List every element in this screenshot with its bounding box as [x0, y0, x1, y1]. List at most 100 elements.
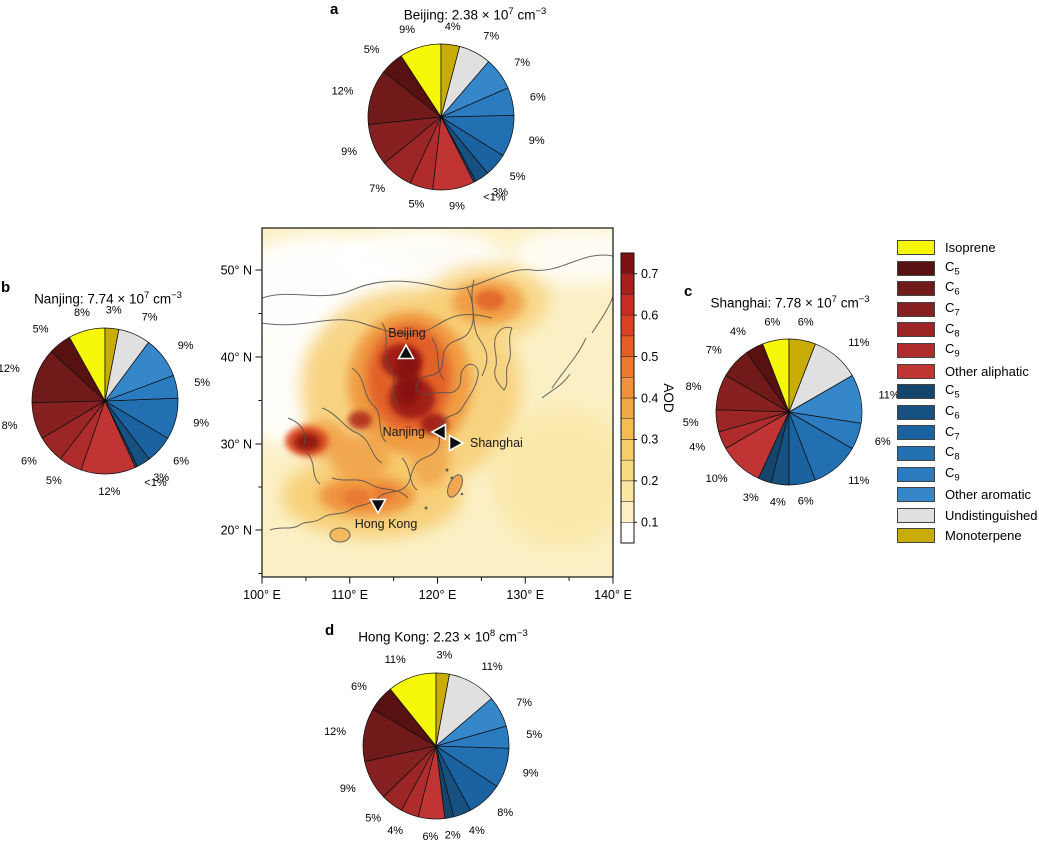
- pie-percent-label: 6%: [798, 496, 814, 508]
- map-axes: 100° E 110° E 120° E 130° E 140° E 20° N 30° N…: [221, 227, 632, 602]
- pie-percent-label: 9%: [341, 146, 357, 158]
- panel-label-c: c: [684, 283, 693, 300]
- y-tick-label: 50° N: [221, 263, 252, 277]
- legend-label: C6: [945, 402, 960, 422]
- pie-slice-monoterpene: [104, 327, 120, 402]
- panel-label-b: b: [1, 279, 11, 296]
- pie-percent-label: 5%: [33, 324, 49, 336]
- colorbar-tick-label: 0.5: [641, 350, 658, 364]
- pie-percent-label: 5%: [364, 44, 380, 56]
- city-label: Hong Kong: [355, 517, 418, 531]
- legend-label: C5: [945, 258, 960, 278]
- legend-swatch: [897, 384, 935, 400]
- legend-swatch: [897, 404, 935, 420]
- city-marker-beijing: [397, 343, 415, 360]
- legend-item: C9: [897, 341, 1038, 360]
- legend-swatch: [897, 260, 935, 276]
- legend-label: C6: [945, 279, 960, 298]
- pie-chart-nanjing: 8%5%12%8%6%5%12%<1%3%6%9%5%9%7%3%: [0, 304, 210, 498]
- pie-percent-label: 6%: [173, 455, 189, 467]
- city-label: Beijing: [388, 326, 426, 340]
- colorbar-segment: [620, 459, 635, 482]
- legend-item: C8: [897, 320, 1038, 340]
- legend-item: Isoprene: [897, 240, 1038, 255]
- legend-label: Other aliphatic: [945, 363, 1029, 379]
- colorbar-segment: [620, 314, 635, 337]
- legend-label: Isoprene: [945, 240, 996, 255]
- pie-percent-label: <1%: [483, 192, 506, 204]
- pie-percent-label: 5%: [46, 475, 62, 487]
- legend-swatch: [897, 281, 935, 297]
- pie-percent-label: 6%: [21, 455, 37, 467]
- legend-label: C7: [945, 423, 960, 443]
- colorbar-segment: [620, 377, 635, 399]
- pie-percent-label: 5%: [408, 199, 424, 211]
- legend-item: C7: [897, 300, 1038, 319]
- legend-item: C6: [897, 402, 1038, 422]
- colorbar-segment: [620, 397, 635, 419]
- map-aod-field: [262, 228, 613, 577]
- colorbar-tick-label: 0.7: [641, 267, 658, 281]
- map-city-markers: Beijing Nanjing Shanghai Hong Kong: [355, 326, 523, 531]
- pie-percent-label: 8%: [2, 420, 18, 432]
- pie-percent-label: 4%: [469, 825, 485, 837]
- colorbar-segment: [620, 501, 635, 523]
- pie-percent-label: 3%: [743, 492, 759, 504]
- city-label: Nanjing: [383, 425, 425, 439]
- legend-item: Undistinguished: [897, 507, 1038, 523]
- pie-percent-label: 3%: [106, 304, 122, 316]
- colorbar-segment: [620, 252, 635, 274]
- panel-label-d: d: [325, 622, 335, 639]
- legend-label: C9: [945, 341, 960, 360]
- pie-percent-label: 6%: [875, 436, 891, 448]
- colorbar-tick-label: 0.1: [641, 516, 658, 530]
- y-tick-label: 20° N: [221, 523, 252, 537]
- legend-swatch: [897, 342, 935, 358]
- pie-title-shanghai: Shanghai: 7.78 × 107 cm−3: [710, 294, 870, 311]
- pie-percent-label: 5%: [510, 171, 526, 183]
- legend-label: Other aromatic: [945, 487, 1031, 503]
- pie-percent-label: 5%: [365, 813, 381, 825]
- colorbar-segment: [620, 418, 635, 440]
- y-tick-label: 40° N: [221, 350, 252, 364]
- pie-percent-label: 9%: [178, 340, 194, 352]
- y-tick-label: 30° N: [221, 437, 252, 451]
- pie-percent-label: 9%: [340, 783, 356, 795]
- pie-percent-label: <1%: [144, 477, 167, 489]
- pie-slice-monoterpene: [440, 43, 461, 118]
- colorbar-segment: [620, 273, 635, 295]
- x-tick-label: 140° E: [594, 588, 632, 602]
- pie-chart-shanghai: 6% 4% 7% 8% 5% 4% 10% 3% 4% 6% 11% 6% 11% 11% 6%: [683, 317, 900, 509]
- panel-label-a: a: [330, 1, 339, 18]
- legend-swatch: [897, 507, 935, 523]
- pie-percent-label: 9%: [523, 768, 539, 780]
- pie-percent-label: 8%: [686, 381, 702, 393]
- pie-percent-label: 9%: [193, 417, 209, 429]
- legend-swatch: [897, 322, 935, 338]
- aod-map: 100° E 110° E 120° E 130° E 140° E 20° N 30° N…: [221, 227, 676, 602]
- aod-colorbar: 0.1 0.2 0.3 0.4 0.5 0.6 0.7 AOD: [620, 252, 676, 544]
- pie-percent-label: 6%: [764, 317, 780, 329]
- pie-percent-label: 2%: [445, 830, 461, 842]
- colorbar-segment: [620, 439, 635, 461]
- legend-label: C8: [945, 320, 960, 340]
- legend-label: C9: [945, 464, 960, 484]
- pie-percent-label: 11%: [385, 654, 406, 666]
- x-tick-label: 130° E: [506, 588, 544, 602]
- legend-item: Other aliphatic: [897, 363, 1038, 379]
- pie-percent-label: 9%: [449, 201, 465, 213]
- pie-percent-label: 5%: [683, 417, 699, 429]
- legend-item: C6: [897, 279, 1038, 298]
- pie-slice-monoterpene: [788, 338, 816, 413]
- pie-percent-label: 12%: [98, 486, 120, 498]
- pie-percent-label: 6%: [530, 91, 546, 103]
- legend-label: Monoterpene: [945, 528, 1022, 544]
- pie-chart-hongkong: 11%6%12%9%5%4% 6% 2% 4%8%9%5%7%11%3%: [324, 649, 542, 842]
- pie-percent-label: 5%: [526, 729, 542, 741]
- legend-item: C9: [897, 464, 1038, 484]
- pie-percent-label: 7%: [514, 57, 530, 69]
- x-tick-label: 100° E: [243, 588, 281, 602]
- pie-title-beijing: Beijing: 2.38 × 107 cm−3: [403, 6, 547, 23]
- colorbar-segment: [620, 294, 635, 316]
- legend-swatch: [897, 363, 935, 379]
